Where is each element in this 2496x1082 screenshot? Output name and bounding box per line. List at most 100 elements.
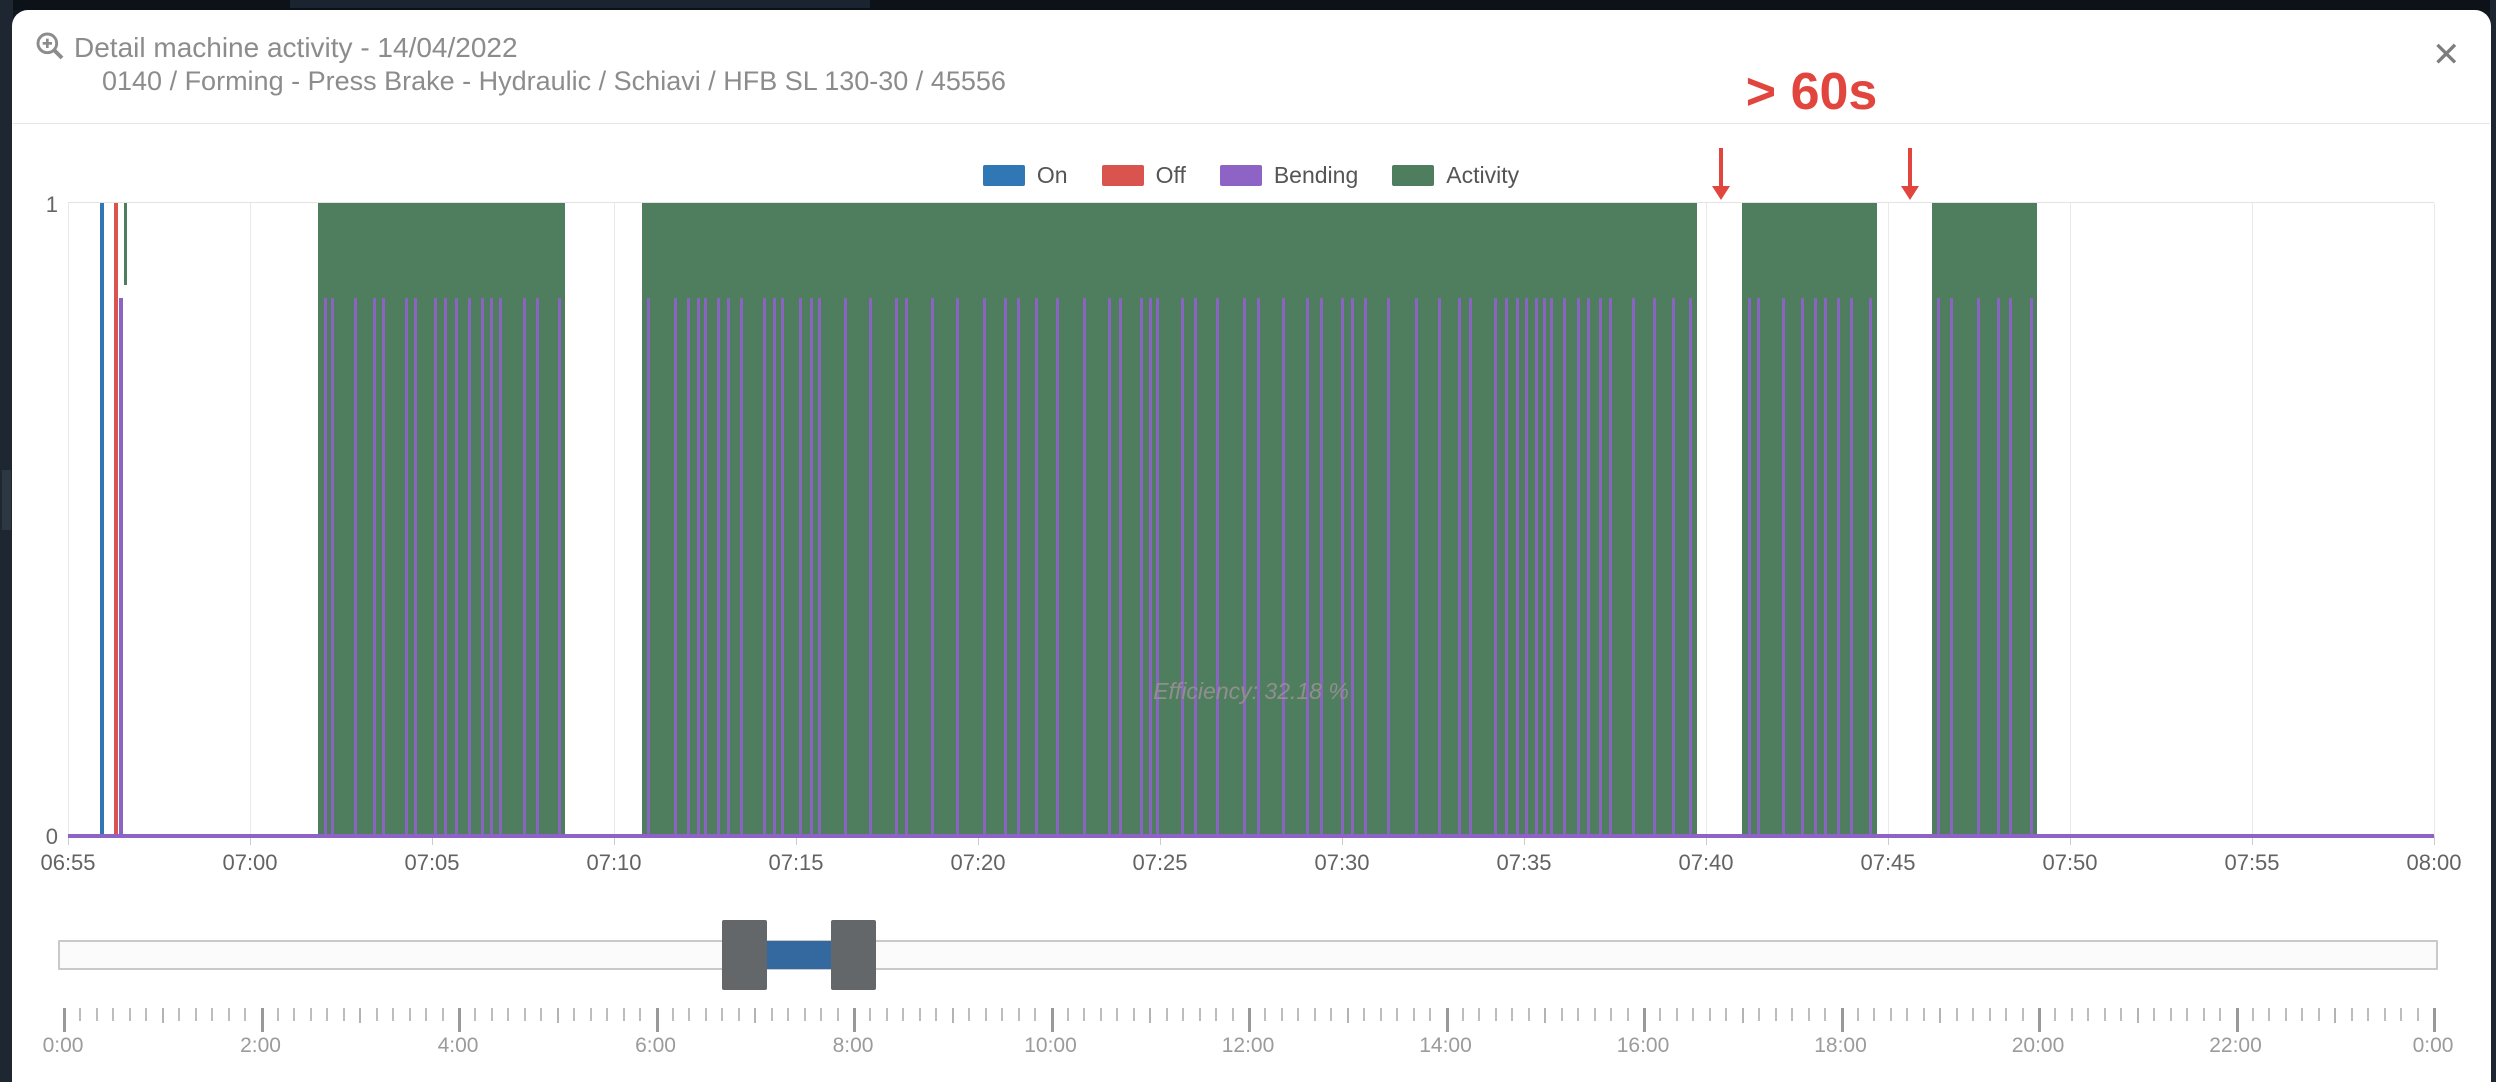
ruler-tick <box>1132 1008 1135 1021</box>
ruler-label: 22:00 <box>2209 1034 2262 1057</box>
bending-stroke <box>1281 297 1285 836</box>
ruler-tick <box>688 1008 691 1021</box>
ruler-tick <box>211 1008 214 1021</box>
legend-item-bending[interactable]: Bending <box>1219 162 1358 189</box>
x-axis-label: 07:05 <box>404 850 460 875</box>
ruler-tick <box>276 1008 279 1021</box>
bending-stroke <box>1194 297 1198 836</box>
annotation-arrow <box>1718 148 1723 186</box>
ruler-tick <box>161 1008 164 1023</box>
ruler-tick <box>1791 1008 1794 1021</box>
bending-stroke <box>687 297 691 836</box>
ruler-tick <box>737 1008 740 1021</box>
bending-stroke <box>1823 297 1827 836</box>
activity-bar[interactable] <box>1931 203 2038 836</box>
ruler-tick <box>2268 1008 2271 1021</box>
x-axis-label: 06:55 <box>40 850 96 875</box>
ruler-tick <box>655 1008 659 1032</box>
bending-stroke <box>1216 297 1220 836</box>
bending-stroke <box>1017 297 1021 836</box>
x-axis-label: 07:50 <box>2042 850 2098 875</box>
bending-stroke <box>1363 297 1367 836</box>
bending-stroke <box>1320 297 1324 836</box>
ruler-label: 4:00 <box>437 1034 479 1057</box>
x-axis-label: 07:10 <box>586 850 642 875</box>
ruler-tick <box>1840 1008 1844 1032</box>
bending-stroke <box>1608 297 1612 836</box>
ruler-tick <box>63 1008 66 1032</box>
x-axis-tick <box>250 836 251 845</box>
ruler-tick <box>1758 1008 1761 1021</box>
legend-swatch-bending <box>1219 164 1262 186</box>
ruler-tick <box>1741 1008 1744 1023</box>
legend-label: On <box>1036 161 1068 188</box>
ruler-tick <box>1577 1008 1580 1021</box>
ruler-tick <box>79 1008 82 1021</box>
legend-item-off[interactable]: Off <box>1101 162 1186 189</box>
bending-stroke <box>1414 297 1418 836</box>
legend-item-on[interactable]: On <box>982 161 1068 189</box>
ruler-tick <box>1593 1008 1596 1021</box>
ruler-tick <box>359 1008 362 1023</box>
ruler-tick <box>1099 1008 1102 1021</box>
x-axis-tick <box>1524 836 1525 845</box>
bending-stroke <box>894 297 898 836</box>
ruler-tick <box>1972 1008 1975 1021</box>
ruler-tick <box>194 1008 197 1021</box>
bending-stroke <box>413 297 417 836</box>
ruler-tick <box>951 1008 954 1023</box>
bending-stroke <box>1055 297 1059 836</box>
ruler-tick <box>1708 1008 1711 1021</box>
ruler-tick <box>1297 1008 1300 1021</box>
bending-stroke <box>1535 297 1539 836</box>
ruler-tick <box>1873 1008 1876 1021</box>
off-event-line <box>113 203 118 836</box>
navigator-right-handle[interactable] <box>831 920 877 990</box>
ruler-tick <box>2350 1008 2353 1021</box>
ruler-label: 10:00 <box>1024 1034 1077 1057</box>
bending-stroke <box>1243 297 1247 836</box>
x-axis-tick <box>1888 836 1889 845</box>
ruler-label: 0:00 <box>2412 1034 2454 1057</box>
legend-item-activity[interactable]: Activity <box>1392 162 1519 189</box>
x-axis-label: 07:55 <box>2224 850 2280 875</box>
ruler-tick <box>1824 1008 1827 1021</box>
navigator-track[interactable] <box>58 940 2438 970</box>
ruler-tick <box>1313 1008 1316 1021</box>
legend-swatch-activity <box>1392 164 1435 186</box>
header-divider <box>13 123 2490 124</box>
ruler-tick <box>721 1008 724 1021</box>
bending-stroke <box>780 297 784 836</box>
x-axis-label: 08:00 <box>2406 850 2462 875</box>
bending-stroke <box>1516 297 1520 836</box>
x-axis-label: 07:40 <box>1678 850 1734 875</box>
ruler-tick <box>490 1008 493 1021</box>
ruler-tick <box>984 1008 987 1021</box>
navigator-selected-range[interactable] <box>767 941 832 969</box>
ruler-label: 0:00 <box>42 1034 84 1057</box>
ruler-tick <box>1692 1008 1695 1021</box>
annotation-arrow-head <box>1711 186 1730 200</box>
ruler-tick <box>754 1008 757 1023</box>
ruler-tick <box>639 1008 642 1021</box>
ruler-tick <box>1396 1008 1399 1021</box>
bending-stroke <box>905 297 909 836</box>
x-axis-label: 07:00 <box>222 850 278 875</box>
ruler-tick <box>178 1008 181 1021</box>
ruler-tick <box>2169 1008 2172 1021</box>
bending-stroke <box>1542 297 1546 836</box>
activity-bar[interactable] <box>1742 203 1878 836</box>
ruler-tick <box>1626 1008 1629 1021</box>
ruler-tick <box>918 1008 921 1021</box>
ruler-tick <box>128 1008 131 1021</box>
close-icon[interactable]: ✕ <box>2432 36 2461 74</box>
chart-legend: On Off Bending Activity <box>68 158 2434 192</box>
ruler-tick <box>1429 1008 1432 1021</box>
bending-stroke <box>1632 297 1636 836</box>
bending-stroke <box>331 297 335 836</box>
navigator-left-handle[interactable] <box>722 920 767 990</box>
ruler-tick <box>95 1008 98 1021</box>
ruler-tick <box>2136 1008 2139 1023</box>
ruler-label: 16:00 <box>1616 1034 1670 1057</box>
